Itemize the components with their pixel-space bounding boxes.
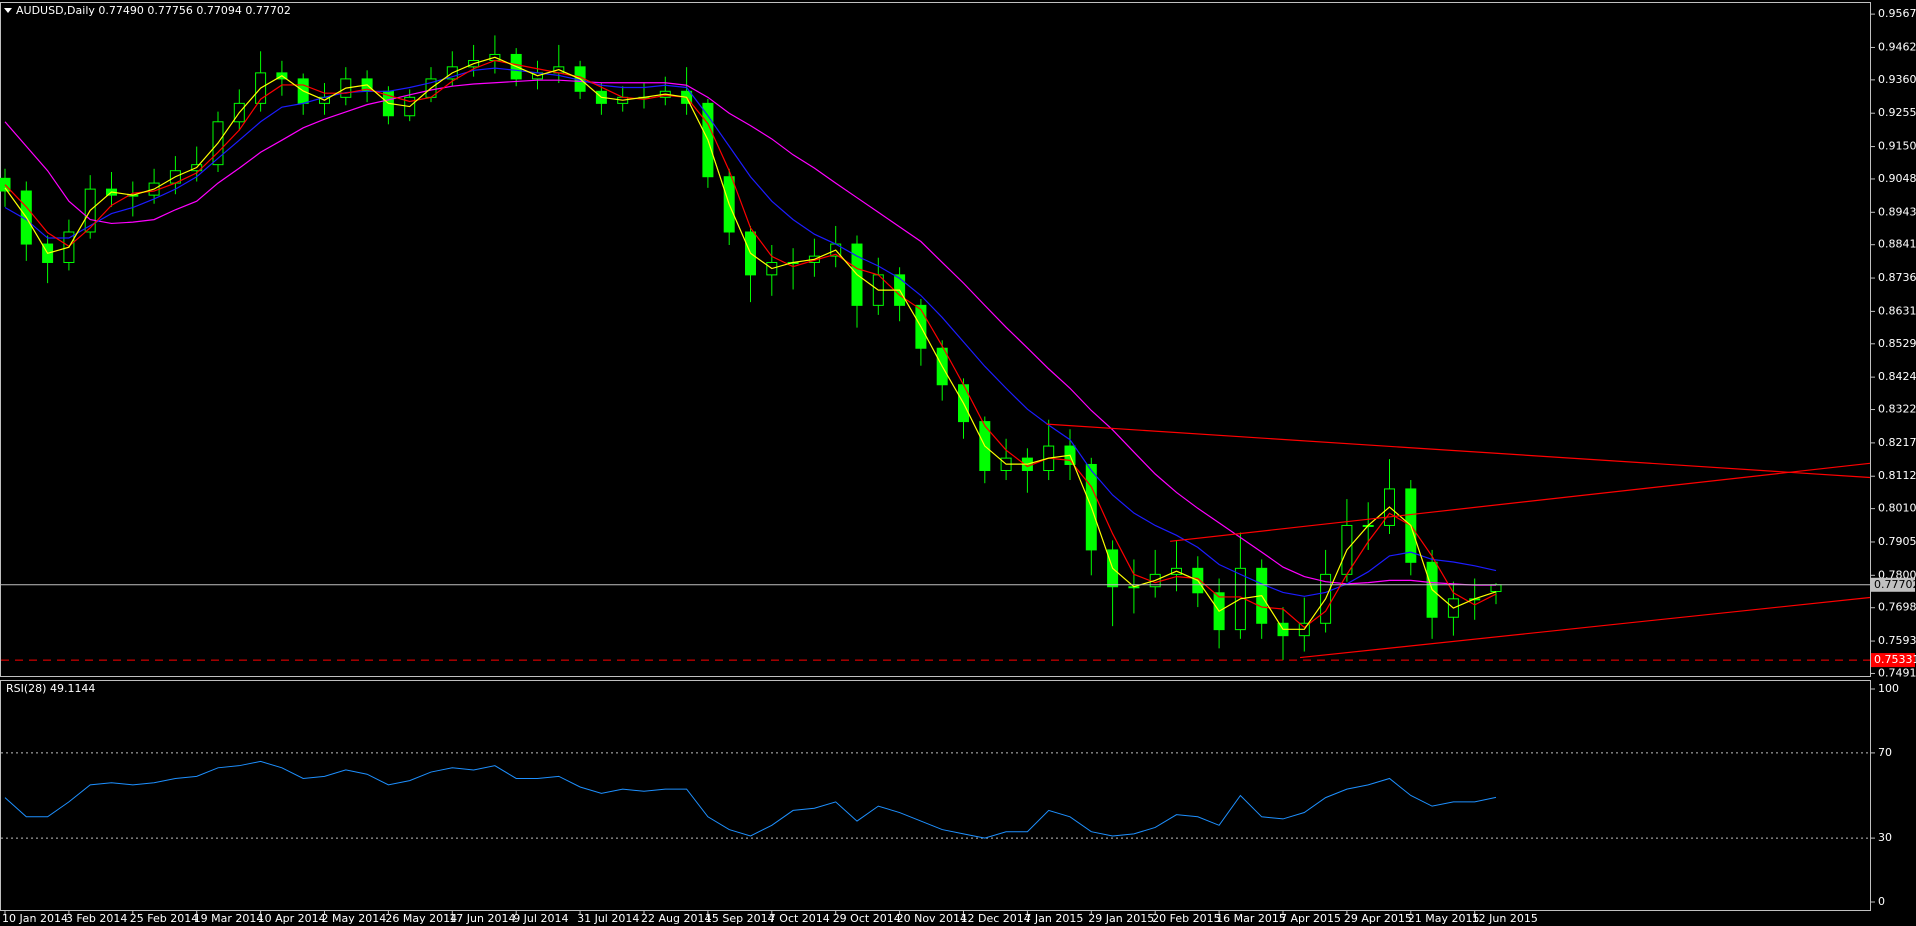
moving-average: [4, 79, 1496, 586]
price-panel-frame: [0, 2, 1871, 677]
x-tick-label: 29 Oct 2014: [833, 912, 901, 925]
x-tick-label: 7 Apr 2015: [1280, 912, 1341, 925]
candle-body: [1490, 584, 1502, 593]
x-tick-label: 21 May 2015: [1408, 912, 1480, 925]
rsi-tick-label: 30: [1878, 831, 1892, 844]
menu-triangle: [4, 8, 12, 13]
x-tick-label: 17 Jun 2014: [449, 912, 515, 925]
x-tick-label: 19 Mar 2014: [194, 912, 264, 925]
x-tick-label: 3 Feb 2014: [66, 912, 127, 925]
x-tick-label: 15 Sep 2014: [705, 912, 775, 925]
x-tick-label: 9 Jul 2014: [513, 912, 568, 925]
x-tick-label: 29 Jan 2015: [1088, 912, 1154, 925]
x-tick-label: 31 Jul 2014: [577, 912, 639, 925]
x-tick-label: 10 Apr 2014: [258, 912, 326, 925]
price-label: 0.77702: [1874, 578, 1916, 591]
trendline: [1046, 423, 1871, 479]
chart-title: AUDUSD,Daily 0.77490 0.77756 0.77094 0.7…: [16, 4, 291, 17]
moving-average: [4, 56, 1497, 630]
rsi-tick-label: 100: [1878, 682, 1899, 695]
rsi-tick-label: 0: [1878, 895, 1885, 908]
x-tick-label: 2 May 2014: [322, 912, 387, 925]
x-tick-label: 12 Dec 2014: [961, 912, 1031, 925]
x-tick-label: 22 Aug 2014: [641, 912, 711, 925]
x-tick-label: 25 Feb 2014: [130, 912, 198, 925]
x-tick-label: 7 Oct 2014: [769, 912, 830, 925]
price-label-box: [1871, 577, 1915, 592]
moving-average: [4, 59, 1497, 629]
price-label-box: [1871, 653, 1915, 668]
rsi-line: [4, 760, 1497, 839]
x-tick-label: 16 Mar 2015: [1216, 912, 1286, 925]
x-tick-label: 20 Nov 2014: [897, 912, 967, 925]
x-tick-label: 29 Apr 2015: [1344, 912, 1412, 925]
trendline: [1170, 462, 1871, 542]
x-tick-label: 12 Jun 2015: [1472, 912, 1538, 925]
x-tick-label: 10 Jan 2014: [2, 912, 68, 925]
moving-average: [4, 67, 1497, 597]
trendline: [1299, 596, 1871, 659]
price-label: 0.75331: [1874, 653, 1916, 666]
rsi-title: RSI(28) 49.1144: [6, 682, 95, 695]
x-tick-label: 20 Feb 2015: [1152, 912, 1220, 925]
x-tick-label: 26 May 2014: [385, 912, 457, 925]
x-tick-label: 7 Jan 2015: [1024, 912, 1083, 925]
rsi-panel-frame: [0, 680, 1871, 911]
rsi-tick-label: 70: [1878, 746, 1892, 759]
